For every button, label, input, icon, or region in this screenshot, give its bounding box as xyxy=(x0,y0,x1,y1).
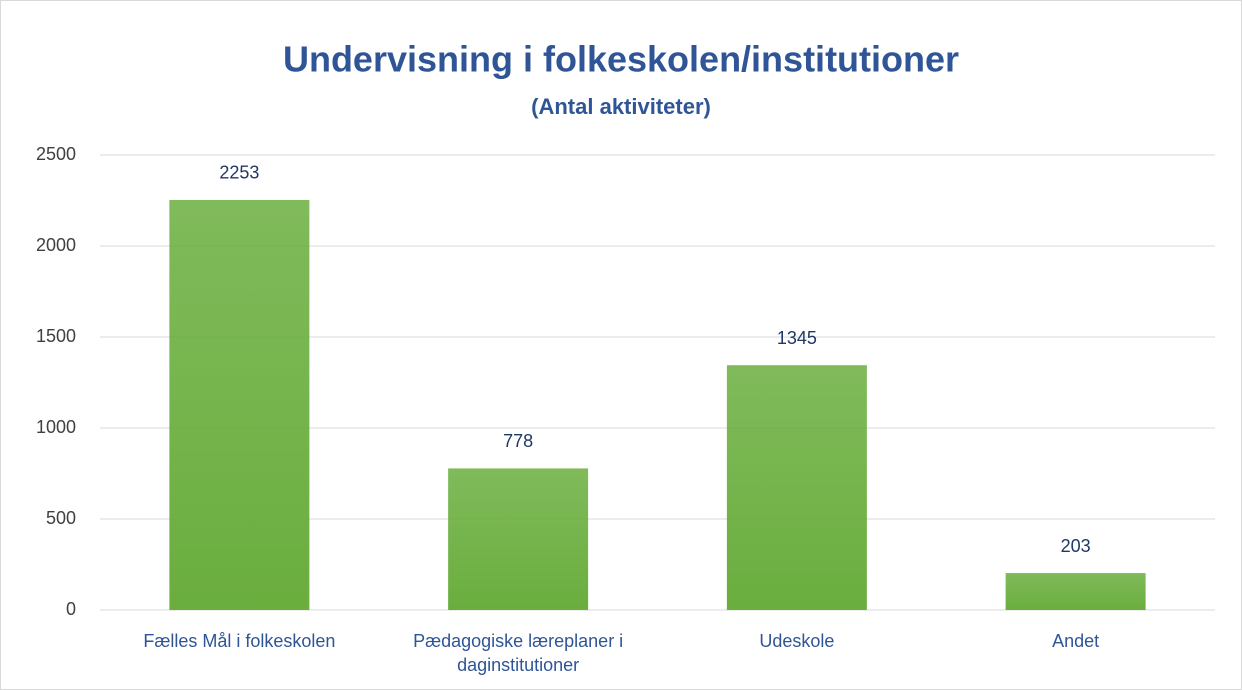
x-tick-label: Pædagogiske læreplaner i daginstitutione… xyxy=(413,631,624,675)
x-tick-label: Udeskole xyxy=(759,631,835,651)
data-label: 1345 xyxy=(777,328,817,348)
x-tick-label: Fælles Mål i folkeskolen xyxy=(143,631,336,651)
bar xyxy=(448,468,589,610)
data-label: 778 xyxy=(503,431,533,451)
bar xyxy=(1005,573,1146,610)
y-tick-label: 1000 xyxy=(36,417,76,437)
bar xyxy=(169,199,310,611)
x-tick-label: Andet xyxy=(1052,631,1100,651)
y-tick-label: 500 xyxy=(46,508,76,528)
y-tick-label: 0 xyxy=(66,599,76,619)
data-label: 2253 xyxy=(219,163,259,183)
chart-subtitle: (Antal aktiviteter) xyxy=(531,94,711,119)
chart-title: Undervisning i folkeskolen/institutioner xyxy=(283,39,959,80)
y-tick-label: 2500 xyxy=(36,144,76,164)
y-tick-label: 1500 xyxy=(36,326,76,346)
data-label: 203 xyxy=(1061,536,1091,556)
bar xyxy=(726,365,867,610)
y-tick-label: 2000 xyxy=(36,235,76,255)
